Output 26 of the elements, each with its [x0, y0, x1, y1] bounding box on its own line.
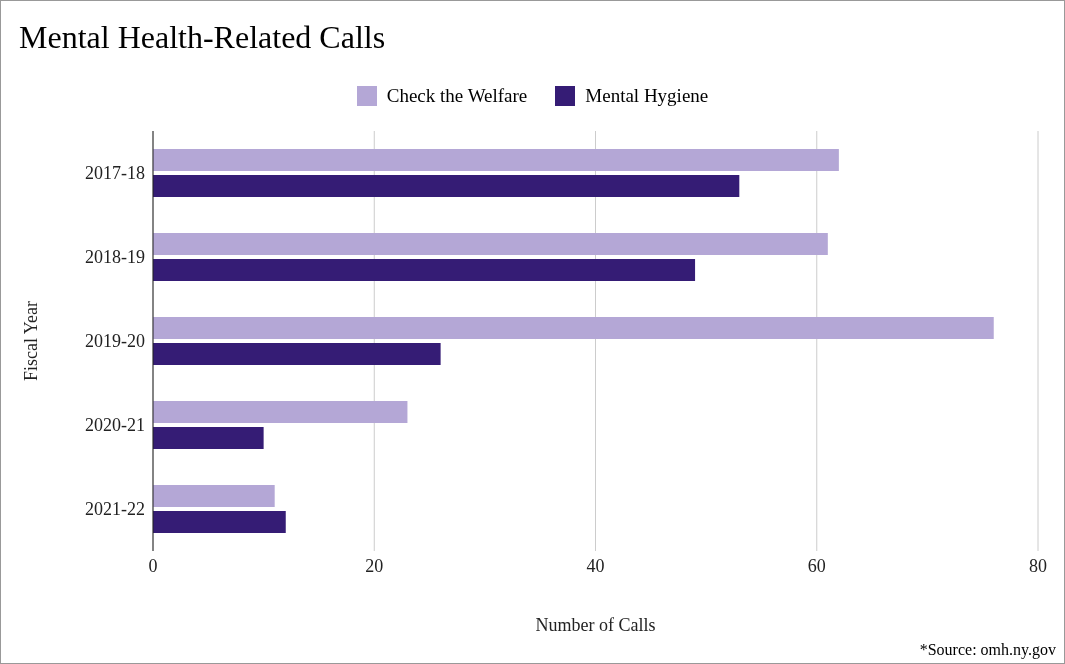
y-tick-label: 2020-21	[85, 415, 145, 436]
x-tick-label: 80	[1029, 555, 1047, 576]
x-tick-label: 40	[586, 555, 605, 576]
bar	[153, 233, 828, 255]
bar	[153, 401, 408, 423]
bar	[153, 511, 286, 533]
y-axis-title: Fiscal Year	[21, 301, 42, 381]
x-tick-label: 0	[148, 555, 158, 576]
legend-label: Mental Hygiene	[585, 85, 709, 107]
bar	[153, 259, 696, 281]
bar	[153, 485, 275, 507]
legend-label: Check the Welfare	[386, 85, 528, 107]
x-tick-label: 60	[807, 555, 826, 576]
x-axis-title: Number of Calls	[535, 615, 656, 635]
y-tick-label: 2018-19	[85, 247, 145, 268]
bar	[153, 343, 441, 365]
y-tick-label: 2021-22	[85, 499, 145, 520]
bar	[153, 175, 740, 197]
y-tick-label: 2019-20	[85, 331, 145, 352]
bar	[153, 427, 264, 449]
x-tick-label: 20	[365, 555, 384, 576]
bar	[153, 149, 839, 171]
chart-title: Mental Health-Related Calls	[19, 19, 386, 56]
bar	[153, 317, 994, 339]
text: *Source: omh.ny.gov	[919, 641, 1056, 659]
y-tick-label: 2017-18	[85, 163, 145, 184]
